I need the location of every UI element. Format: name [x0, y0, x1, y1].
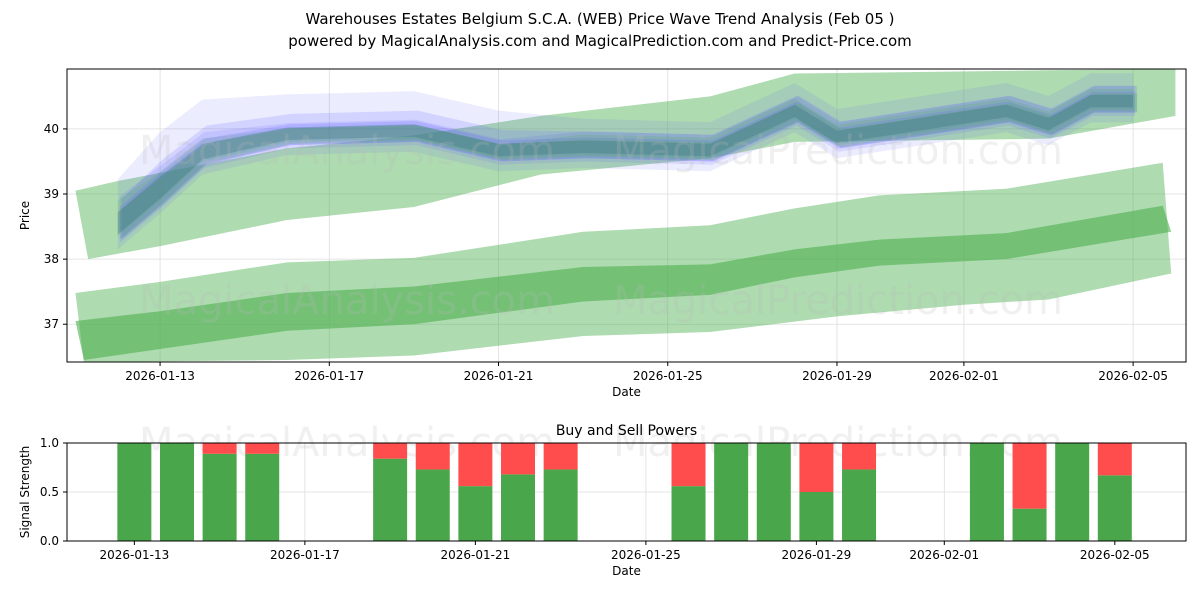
wave-band — [121, 93, 1138, 239]
signal-y-tick-label: 1.0 — [40, 436, 59, 450]
watermark-text: MagicalPrediction.com — [613, 278, 1063, 324]
sell-bar — [501, 443, 536, 475]
upper-wide-band — [75, 69, 1176, 260]
price-x-tick-label: 2026-02-01 — [929, 369, 999, 383]
signal-x-tick-label: 2026-01-21 — [441, 548, 511, 562]
wave-band — [117, 94, 1134, 235]
sell-bar — [799, 443, 834, 492]
buy-bar — [202, 453, 237, 541]
price-y-tick-label: 40 — [44, 122, 59, 136]
chart-title: Warehouses Estates Belgium S.C.A. (WEB) … — [305, 10, 895, 28]
buy-bar — [714, 443, 749, 541]
signal-x-tick-label: 2026-01-25 — [611, 548, 681, 562]
price-x-axis-label: Date — [612, 385, 641, 399]
signal-x-axis-label: Date — [612, 564, 641, 578]
price-y-tick-label: 37 — [44, 317, 59, 331]
signal-chart-title: Buy and Sell Powers — [556, 423, 697, 439]
sell-bar — [842, 443, 877, 470]
sell-bar — [543, 443, 578, 470]
buy-bar — [501, 474, 536, 541]
wave-band — [117, 73, 1134, 250]
buy-bar — [373, 458, 408, 541]
signal-x-tick-label: 2026-02-01 — [909, 548, 979, 562]
price-x-tick-label: 2026-01-29 — [802, 369, 872, 383]
signal-x-tick-label: 2026-01-29 — [782, 548, 852, 562]
price-plot-area: MagicalAnalysis.com MagicalAnalysis.com Ma… — [75, 69, 1176, 362]
buy-bar — [458, 486, 493, 541]
lower-core-band — [75, 205, 1172, 361]
signal-x-tick-label: 2026-01-17 — [270, 548, 340, 562]
buy-bar — [543, 469, 578, 541]
buy-bar — [415, 469, 450, 541]
buy-bar — [969, 443, 1004, 541]
signal-x-tick-label: 2026-01-13 — [99, 548, 169, 562]
buy-bar — [1055, 443, 1090, 541]
signal-x-tick-label: 2026-02-05 — [1080, 548, 1150, 562]
sell-bar — [202, 443, 237, 454]
price-x-tick-label: 2026-01-13 — [125, 369, 195, 383]
buy-bar — [799, 492, 834, 541]
sell-bar — [415, 443, 450, 470]
sell-bar — [373, 443, 408, 459]
sell-bar — [458, 443, 493, 487]
price-x-tick-label: 2026-02-05 — [1098, 369, 1168, 383]
price-y-tick-label: 38 — [44, 252, 59, 266]
sell-bar — [1012, 443, 1047, 509]
buy-bar — [245, 453, 280, 541]
sell-bar — [245, 443, 280, 454]
signal-y-tick-label: 0.0 — [40, 534, 59, 548]
buy-bar — [117, 443, 152, 541]
buy-bar — [1012, 508, 1047, 541]
price-x-tick-label: 2026-01-25 — [633, 369, 703, 383]
signal-y-axis-label: Signal Strength — [18, 446, 32, 539]
price-axes-frame — [66, 68, 1187, 363]
buy-bar — [671, 486, 706, 541]
watermark-text: MagicalPrediction.com — [613, 128, 1063, 174]
chart-subtitle: powered by MagicalAnalysis.com and Magic… — [288, 32, 912, 50]
price-x-tick-label: 2026-01-21 — [464, 369, 534, 383]
signal-y-tick-label: 0.5 — [40, 485, 59, 499]
watermark-text: MagicalAnalysis.com — [139, 278, 555, 324]
wave-band — [121, 85, 1138, 240]
buy-bar — [842, 469, 877, 541]
price-y-axis-label: Price — [18, 201, 32, 230]
wave-band — [117, 88, 1134, 237]
sell-bar — [1097, 443, 1132, 476]
watermark-text: MagicalAnalysis.com — [139, 128, 555, 174]
buy-bar — [1097, 475, 1132, 541]
buy-bar — [756, 443, 791, 541]
buy-bar — [159, 443, 194, 541]
wave-band — [119, 85, 1136, 243]
price-y-tick-label: 39 — [44, 187, 59, 201]
wave-band — [119, 91, 1136, 240]
price-x-tick-label: 2026-01-17 — [294, 369, 364, 383]
sell-bar — [671, 443, 706, 487]
